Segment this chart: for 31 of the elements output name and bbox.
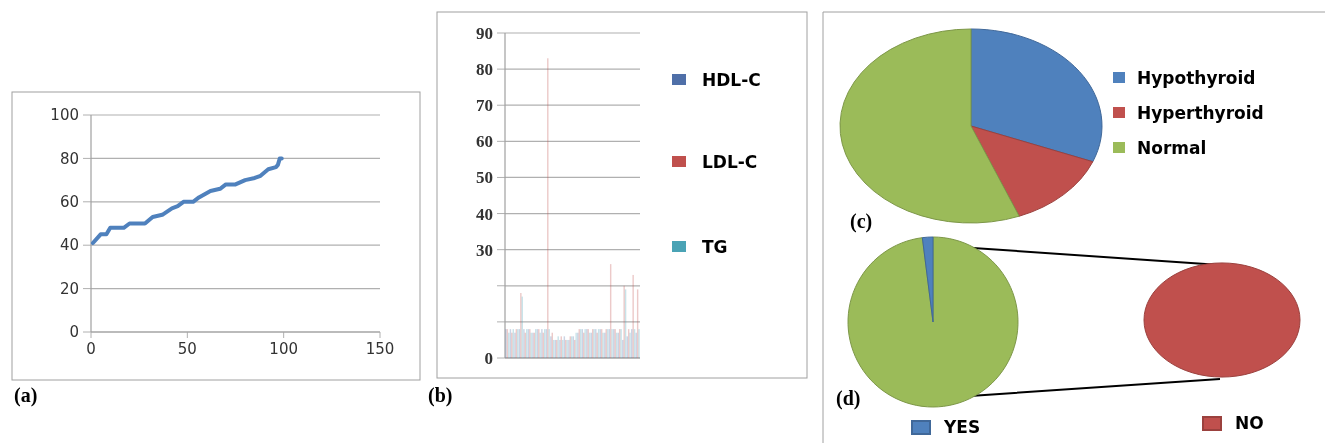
legend-label: Hyperthyroid: [1137, 102, 1264, 123]
legend-label: HDL-C: [702, 69, 761, 90]
legend-label: YES: [943, 416, 981, 437]
x-tick-label: 150: [365, 340, 395, 358]
text: (b): [428, 384, 453, 407]
pie-slice: [921, 236, 934, 323]
y-tick-label: 60: [59, 193, 79, 212]
y-tick-label: 30: [476, 240, 493, 260]
legend-label: LDL-C: [702, 151, 758, 172]
x-tick-label: 0: [86, 340, 96, 358]
legend-label: NO: [1235, 412, 1264, 433]
y-tick-label: 70: [476, 96, 493, 116]
line-series: [90, 156, 284, 246]
x-tick-label: 50: [177, 340, 197, 358]
text: (a): [14, 384, 38, 407]
y-tick-label: 80: [59, 149, 79, 168]
y-tick-label: 90: [476, 23, 493, 43]
legend-label: TG: [702, 236, 728, 257]
text: (d): [836, 387, 861, 410]
y-tick-label: 20: [59, 279, 79, 298]
y-tick-label: 50: [476, 168, 493, 188]
legend-label: Normal: [1137, 137, 1207, 158]
x-tick-label: 100: [269, 340, 298, 358]
y-tick-label: 40: [59, 236, 79, 255]
legend-label: Hypothyroid: [1137, 67, 1256, 88]
y-tick-label: 80: [476, 60, 493, 80]
y-tick-label: 0: [69, 323, 79, 342]
y-tick-label: 40: [476, 204, 493, 224]
text: (c): [850, 210, 873, 233]
y-tick-label: 60: [476, 132, 493, 152]
y-tick-label: 100: [50, 106, 79, 125]
